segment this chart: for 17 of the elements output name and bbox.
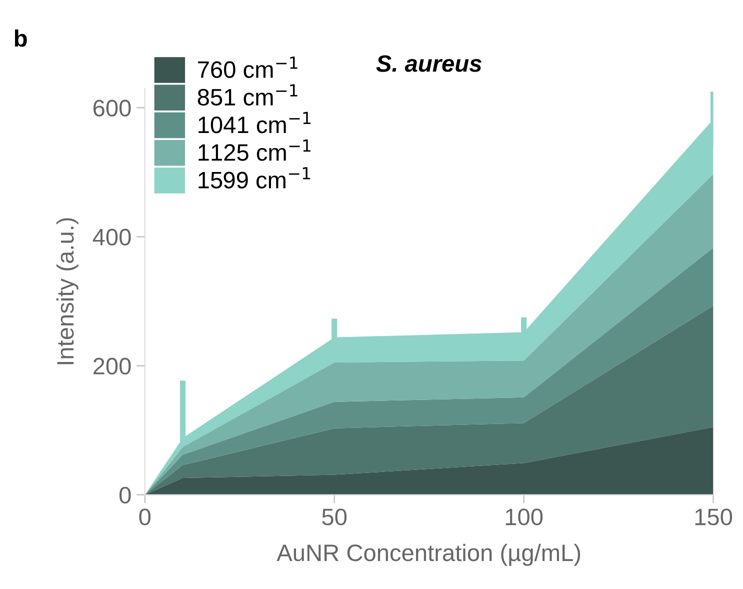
y-tick-label: 0 bbox=[119, 486, 131, 504]
y-axis-title: Intensity (a.u.) bbox=[56, 218, 78, 364]
x-tick-label: 50 bbox=[322, 508, 347, 526]
x-axis-title: AuNR Concentration (µg/mL) bbox=[276, 544, 580, 566]
legend-label: 851 cm$^{−1}$ bbox=[198, 84, 298, 106]
y-tick-label: 200 bbox=[93, 358, 131, 375]
legend-label: 1125 cm$^{−1}$ bbox=[198, 140, 310, 161]
y-tick-label: 400 bbox=[92, 228, 131, 246]
chart-title: S. aureus bbox=[376, 55, 482, 72]
y-tick-label: 600 bbox=[94, 100, 131, 116]
legend-label: 1041 cm$^{−1}$ bbox=[198, 112, 310, 134]
x-tick-label: 100 bbox=[506, 508, 543, 526]
legend-label: 1599 cm$^{−1}$ bbox=[198, 167, 310, 188]
x-tick-label: 0 bbox=[139, 508, 151, 526]
legend-label: 760 cm$^{−1}$ bbox=[198, 56, 298, 78]
text: b bbox=[14, 29, 27, 47]
x-tick-label: 150 bbox=[695, 508, 732, 526]
